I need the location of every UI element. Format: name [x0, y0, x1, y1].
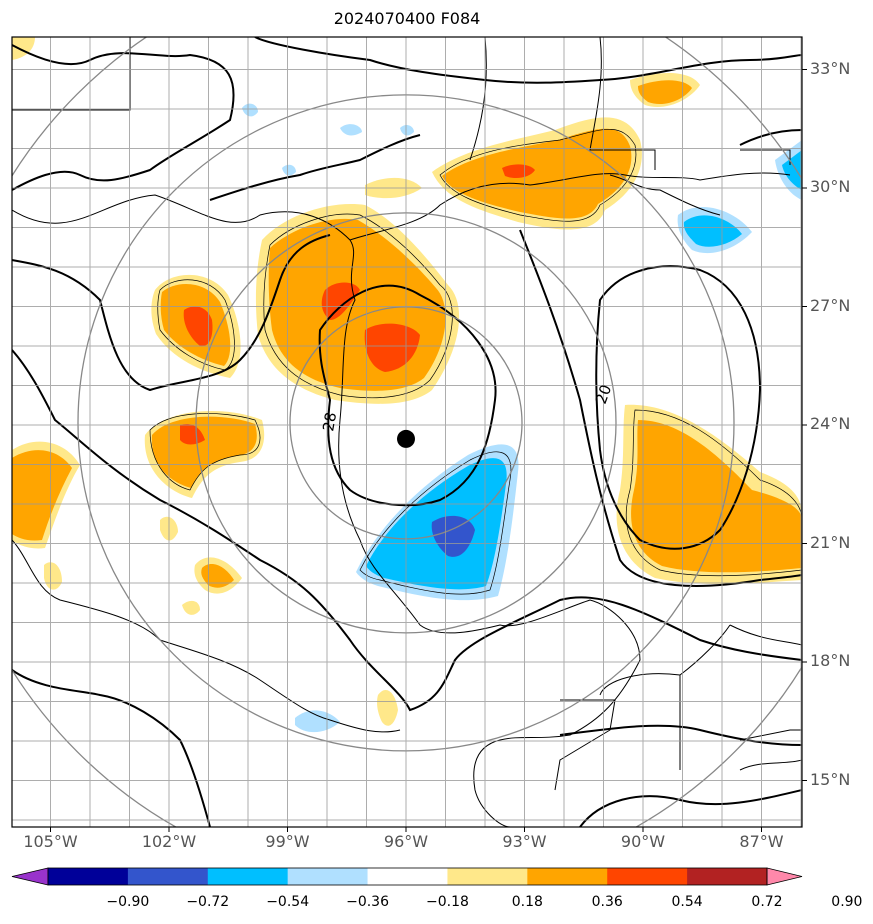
colorbar-segment — [447, 868, 528, 885]
colorbar-tick-label: −0.90 — [106, 894, 150, 910]
colorbar-tick-label: −0.36 — [346, 894, 389, 910]
anomaly-patch-28 — [201, 564, 234, 588]
range-ring-4 — [12, 37, 802, 827]
anomaly-patch-39 — [282, 164, 296, 176]
latitude-label: 21°N — [810, 532, 851, 552]
anomaly-patch-11 — [631, 420, 802, 573]
longitude-label: 90°W — [620, 832, 666, 851]
latitude-label: 18°N — [810, 651, 851, 670]
longitude-label: 105°W — [23, 832, 78, 851]
anomaly-patch-33 — [182, 600, 200, 615]
axis-ticks — [50, 69, 807, 832]
colorbar-tick-label: 0.54 — [671, 894, 703, 910]
colorbar-tick-label: 0.72 — [751, 894, 783, 910]
anomaly-patch-16 — [683, 215, 742, 247]
colorbar-tick-label: −0.54 — [266, 894, 310, 910]
anomaly-patch-35 — [295, 710, 340, 733]
anomaly-patch-29 — [12, 37, 35, 60]
anomaly-patch-26 — [12, 450, 72, 541]
anomaly-patch-36 — [340, 124, 362, 136]
colorbar-tick-label: 0.90 — [831, 894, 863, 910]
map-frame — [11, 36, 803, 828]
colorbar-segment — [527, 868, 608, 885]
anomaly-patch-34 — [44, 562, 62, 590]
latitude-label: 30°N — [810, 177, 851, 196]
longitude-label: 87°W — [739, 832, 784, 851]
colorbar-segment — [687, 868, 768, 885]
contour-label-20: 20 — [592, 382, 615, 406]
colorbar — [11, 867, 803, 886]
latitude-label: 27°N — [810, 295, 851, 315]
anomaly-patch-38 — [242, 103, 258, 117]
anomaly-patch-37 — [400, 125, 414, 136]
colorbar-tick-label: −0.18 — [425, 894, 469, 910]
longitude-label: 96°W — [383, 832, 429, 851]
colorbar-extend-low — [11, 867, 49, 886]
longitude-label: 102°W — [141, 832, 197, 851]
anomaly-patch-3 — [321, 282, 360, 320]
contour-label-28: 28 — [319, 411, 340, 433]
colorbar-segment — [607, 868, 688, 885]
range-rings — [12, 37, 802, 827]
anomaly-patch-9 — [638, 80, 692, 105]
anomaly-patch-6 — [442, 128, 632, 219]
colorbar-segment — [207, 868, 289, 885]
colorbar-segment — [127, 868, 209, 885]
colorbar-tick-label: −0.72 — [186, 894, 230, 910]
anomaly-patch-31 — [377, 690, 398, 726]
colorbar-tick-label: 0.36 — [591, 894, 623, 910]
colorbar-extend-high — [766, 867, 803, 886]
longitude-label: 99°W — [265, 832, 310, 851]
latitude-label: 15°N — [810, 769, 851, 789]
anomaly-patch-20 — [151, 416, 257, 488]
lat-lon-grid — [12, 37, 802, 827]
anomaly-patch-18 — [782, 150, 802, 190]
latitude-label: 33°N — [810, 58, 851, 78]
anomaly-patch-21 — [180, 423, 205, 445]
shaded-anomaly-fields — [12, 37, 802, 733]
longitude-label: 93°W — [502, 832, 547, 851]
storm-center-marker — [397, 429, 415, 448]
map-title: 2024070400 F084 — [333, 9, 481, 28]
colorbar-segment — [287, 868, 369, 885]
anomaly-patch-7 — [502, 164, 535, 178]
colorbar-frame — [47, 867, 768, 886]
latitude-label: 24°N — [810, 414, 851, 433]
anomaly-patch-24 — [183, 306, 213, 347]
colorbar-segment — [367, 868, 448, 885]
colorbar-segment — [48, 868, 129, 885]
map-panel: 20 28 — [11, 36, 807, 832]
anomaly-patch-14 — [431, 515, 475, 557]
colorbar-tick-label: 0.18 — [511, 894, 543, 910]
